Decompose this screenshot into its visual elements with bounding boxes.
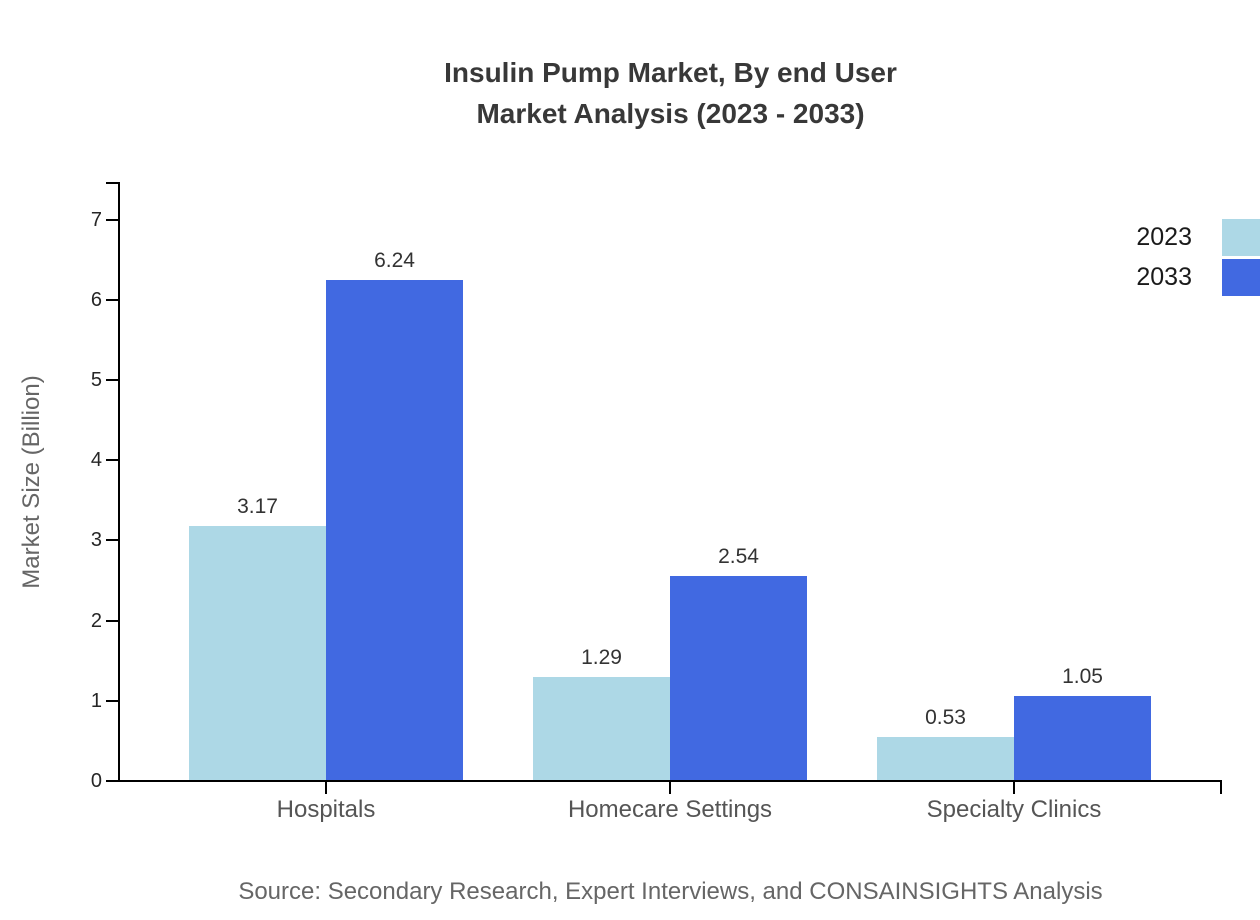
y-axis-end-cap <box>106 182 118 184</box>
legend-item-2033: 2033 <box>1136 259 1260 296</box>
x-tick-mark <box>669 782 671 794</box>
y-tick-mark <box>106 619 118 622</box>
legend: 2023 2033 <box>1136 219 1260 299</box>
y-tick-label: 6 <box>90 288 102 311</box>
y-tick-mark <box>106 379 118 381</box>
x-tick-mark <box>1013 782 1015 794</box>
bar-2023-homecare-settings <box>533 676 670 780</box>
x-tick-mark <box>325 782 327 794</box>
legend-label-2023: 2023 <box>1136 223 1192 251</box>
legend-swatch-2023 <box>1222 219 1260 256</box>
y-tick-label: 2 <box>90 609 102 632</box>
bar-2033-hospitals <box>326 279 463 780</box>
value-label: 1.29 <box>581 645 622 669</box>
legend-item-2023: 2023 <box>1136 219 1260 256</box>
value-label: 2.54 <box>718 545 759 569</box>
y-tick-label: 3 <box>90 529 102 552</box>
y-tick-label: 5 <box>90 369 102 391</box>
y-tick-label: 7 <box>90 208 102 231</box>
category-label: Specialty Clinics <box>926 796 1102 823</box>
source-note: Source: Secondary Research, Expert Inter… <box>238 878 1103 905</box>
value-label: 1.05 <box>1062 664 1103 688</box>
value-label: 3.17 <box>237 494 278 518</box>
chart-title-line2: Market Analysis (2023 - 2033) <box>476 98 865 129</box>
chart-title: Insulin Pump Market, By end User Market … <box>120 52 1221 134</box>
y-tick-mark <box>106 298 118 301</box>
legend-swatch-2033 <box>1222 259 1260 296</box>
bar-2023-hospitals <box>189 525 326 780</box>
x-axis-end-cap <box>1220 782 1222 794</box>
category-label: Homecare Settings <box>567 796 773 823</box>
category-label: Hospitals <box>276 796 376 823</box>
y-tick-label: 0 <box>90 770 102 792</box>
y-tick-mark <box>106 459 118 462</box>
y-tick-mark <box>106 539 118 542</box>
y-tick-label: 4 <box>90 449 102 472</box>
bar-2023-specialty-clinics <box>877 737 1014 780</box>
chart-title-line1: Insulin Pump Market, By end User <box>444 57 897 88</box>
y-tick-mark <box>106 780 118 782</box>
value-label: 6.24 <box>374 248 415 272</box>
bar-2033-homecare-settings <box>670 576 807 780</box>
y-axis-spine <box>118 182 120 782</box>
y-tick-mark <box>106 218 118 221</box>
y-tick-label: 1 <box>90 689 102 712</box>
x-axis-spine <box>118 780 1222 782</box>
legend-label-2033: 2033 <box>1136 263 1192 291</box>
value-label: 0.53 <box>925 706 966 730</box>
y-tick-mark <box>106 699 118 702</box>
bar-2033-specialty-clinics <box>1014 695 1151 780</box>
